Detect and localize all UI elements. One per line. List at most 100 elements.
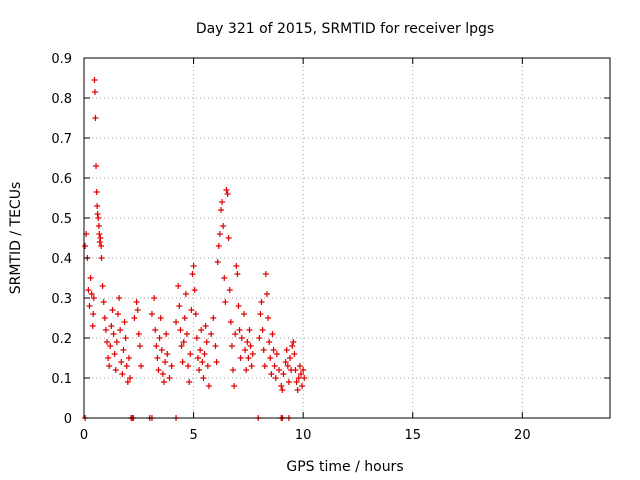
data-point-marker: [90, 311, 97, 317]
data-point-marker: [278, 383, 285, 389]
data-point-marker: [117, 327, 124, 333]
chart-title: Day 321 of 2015, SRMTID for receiver lpg…: [196, 21, 494, 37]
data-point-marker: [153, 343, 160, 349]
y-tick-label: 0.7: [51, 132, 72, 147]
data-point-marker: [178, 343, 185, 349]
data-point-marker: [197, 347, 204, 353]
data-point-marker: [284, 363, 291, 369]
data-point-marker: [82, 243, 89, 249]
data-point-marker: [105, 355, 112, 361]
data-point-marker: [93, 163, 100, 169]
data-point-marker: [202, 323, 209, 329]
data-point-marker: [182, 291, 189, 297]
data-point-marker: [249, 351, 256, 357]
y-tick-label: 0.4: [51, 252, 72, 267]
data-point-marker: [100, 299, 107, 305]
data-point-marker: [242, 347, 249, 353]
data-point-marker: [265, 315, 272, 321]
data-point-marker: [112, 367, 119, 373]
data-point-marker: [159, 371, 166, 377]
data-point-marker: [97, 235, 104, 241]
data-point-marker: [91, 77, 98, 83]
data-point-marker: [238, 335, 245, 341]
y-tick-label: 0.3: [51, 292, 72, 307]
y-tick-label: 0.2: [51, 332, 72, 347]
data-point-marker: [181, 315, 188, 321]
data-point-marker: [176, 303, 183, 309]
data-point-marker: [96, 231, 103, 237]
data-point-marker: [191, 287, 198, 293]
data-point-marker: [193, 335, 200, 341]
data-point-marker: [188, 307, 195, 313]
x-axis-label: GPS time / hours: [286, 459, 403, 475]
data-point-marker: [224, 191, 231, 197]
data-point-marker: [243, 367, 250, 373]
data-point-marker: [104, 339, 111, 345]
data-point-marker: [102, 327, 109, 333]
data-point-marker: [116, 295, 123, 301]
data-point-marker: [91, 89, 98, 95]
data-point-marker: [259, 327, 266, 333]
data-point-marker: [95, 215, 102, 221]
data-point-marker: [225, 235, 232, 241]
data-point-marker: [216, 231, 223, 237]
data-point-marker: [283, 347, 290, 353]
data-point-marker: [162, 359, 169, 365]
data-point-marker: [154, 355, 161, 361]
y-tick-label: 0.9: [51, 52, 72, 67]
x-tick-label: 0: [80, 428, 88, 443]
data-point-marker: [289, 343, 296, 349]
data-point-marker: [87, 275, 94, 281]
y-tick-label: 0.1: [51, 372, 72, 387]
data-point-marker: [260, 347, 267, 353]
data-point-marker: [208, 331, 215, 337]
data-point-marker: [280, 371, 287, 377]
y-tick-label: 0.6: [51, 172, 72, 187]
data-point-marker: [273, 351, 280, 357]
y-tick-label: 0: [64, 412, 72, 427]
data-point-marker: [160, 379, 167, 385]
data-point-marker: [166, 375, 173, 381]
data-point-marker: [190, 263, 197, 269]
data-point-marker: [285, 379, 292, 385]
data-point-marker: [85, 287, 92, 293]
data-point-marker: [101, 315, 108, 321]
data-point-marker: [173, 319, 180, 325]
data-point-marker: [294, 387, 301, 393]
data-point-marker: [246, 327, 253, 333]
axis-ticks: 0 0.1 0.2 0.3 0.4 0.5 0.6 0.7 0.8 0.9 0 5 10 15 20: [51, 52, 610, 443]
data-point-marker: [267, 355, 274, 361]
data-point-marker: [155, 367, 162, 373]
x-tick-label: 10: [295, 428, 312, 443]
data-point-marker: [244, 339, 251, 345]
data-point-marker: [187, 351, 194, 357]
data-point-marker: [158, 347, 165, 353]
data-point-marker: [107, 343, 114, 349]
grid-lines: [84, 58, 610, 418]
data-point-marker: [264, 291, 271, 297]
data-point-marker: [99, 283, 106, 289]
data-point-marker: [94, 203, 101, 209]
data-point-marker: [245, 355, 252, 361]
data-point-marker: [96, 239, 103, 245]
data-point-marker: [86, 303, 93, 309]
data-point-marker: [151, 295, 158, 301]
data-point-marker: [258, 299, 265, 305]
data-point-marker: [177, 327, 184, 333]
data-point-marker: [247, 343, 254, 349]
data-point-marker: [180, 339, 187, 345]
data-point-marker: [226, 287, 233, 293]
data-point-marker: [228, 343, 235, 349]
data-point-marker: [213, 359, 220, 365]
data-point-marker: [256, 335, 263, 341]
data-point-marker: [220, 223, 227, 229]
data-point-marker: [110, 331, 117, 337]
data-point-marker: [262, 271, 269, 277]
data-points: [82, 77, 308, 421]
y-tick-label: 0.5: [51, 212, 72, 227]
data-point-marker: [203, 339, 210, 345]
data-point-marker: [186, 379, 193, 385]
data-point-marker: [237, 355, 244, 361]
